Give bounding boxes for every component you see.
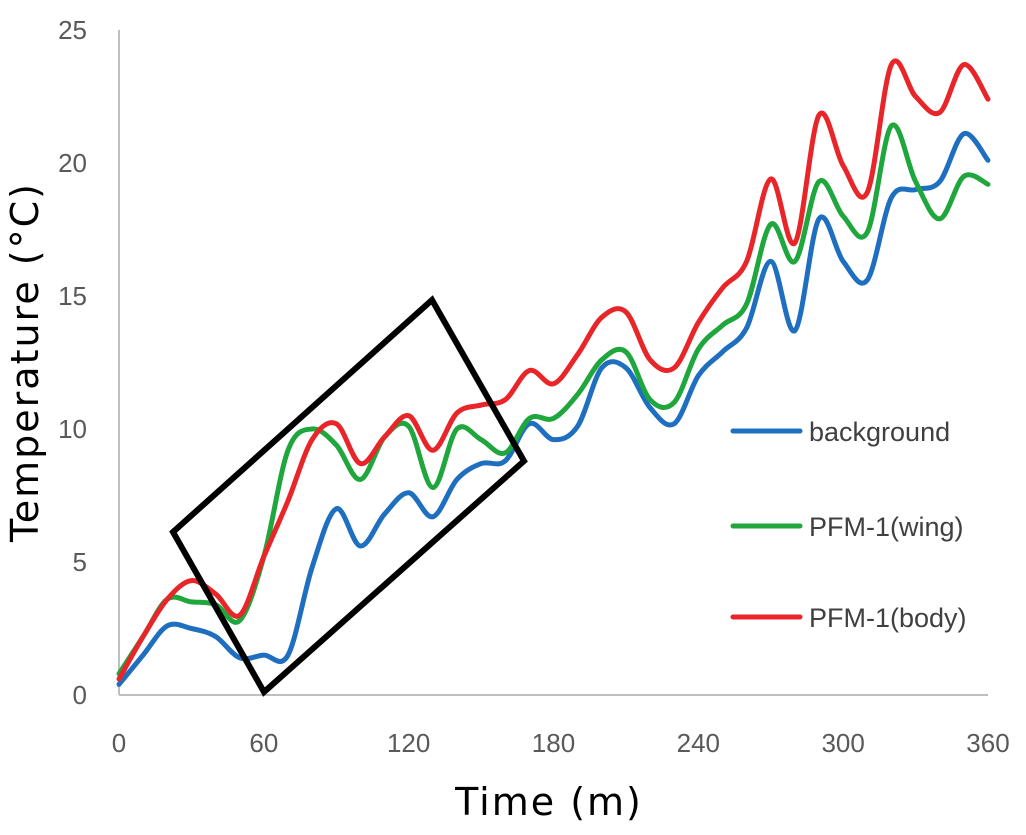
y-tick-labels: 0 5 10 15 20 25: [58, 15, 87, 710]
legend-label: background: [809, 417, 950, 447]
x-tick-label: 240: [677, 728, 720, 758]
series-line-2: [116, 58, 991, 682]
y-tick-label: 10: [58, 414, 87, 444]
x-axis-title: Time (m): [454, 780, 643, 824]
x-tick-label: 60: [249, 728, 278, 758]
legend-item: PFM-1(wing): [730, 512, 964, 542]
legend-label: PFM-1(wing): [809, 512, 964, 542]
legend-item: background: [730, 417, 950, 447]
legend-item: PFM-1(body): [730, 603, 967, 633]
series-layer: [116, 58, 991, 687]
y-tick-label: 0: [73, 680, 87, 710]
x-tick-label: 180: [532, 728, 575, 758]
x-tick-label: 0: [112, 728, 126, 758]
y-tick-label: 15: [58, 281, 87, 311]
x-tick-labels: 0 60 120 180 240 300 360: [112, 728, 1010, 758]
y-tick-label: 20: [58, 148, 87, 178]
legend-label: PFM-1(body): [809, 603, 967, 633]
highlight-box: [169, 295, 528, 697]
y-tick-label: 25: [58, 15, 87, 45]
y-tick-label: 5: [73, 547, 87, 577]
x-tick-label: 120: [387, 728, 430, 758]
legend: background PFM-1(wing) PFM-1(body): [730, 417, 967, 633]
y-axis-title: Temperature (°C): [3, 182, 47, 543]
x-tick-label: 360: [966, 728, 1009, 758]
series-line-0: [116, 131, 991, 687]
x-tick-label: 300: [821, 728, 864, 758]
